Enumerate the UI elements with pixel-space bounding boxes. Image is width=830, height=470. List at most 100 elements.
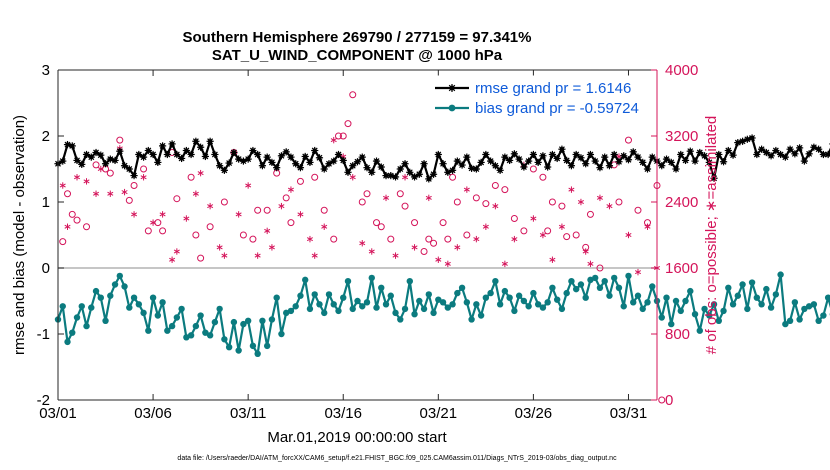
bias-point-19 bbox=[145, 327, 152, 334]
rmse-point-130 bbox=[672, 165, 680, 173]
rmse-point-18 bbox=[139, 153, 148, 161]
rmse-point-136 bbox=[700, 152, 709, 160]
bias-point-57 bbox=[325, 291, 333, 298]
rmse-point-27 bbox=[182, 146, 190, 155]
rmse-point-150 bbox=[767, 152, 775, 160]
obs-assimilated-point-17 bbox=[197, 169, 204, 177]
bias-point-26 bbox=[178, 305, 185, 313]
rmse-point-145 bbox=[743, 135, 751, 143]
bias-point-31 bbox=[202, 329, 209, 336]
y-axis-label: rmse and bias (model - observation) bbox=[11, 115, 28, 355]
rmse-point-40 bbox=[244, 155, 252, 163]
rmse-point-32 bbox=[206, 137, 214, 145]
rmse-point-81 bbox=[439, 160, 447, 168]
rmse-point-138 bbox=[710, 174, 718, 182]
obs-assimilated-point-42 bbox=[435, 256, 442, 263]
rmse-point-161 bbox=[819, 150, 827, 159]
legend-marker-1 bbox=[448, 104, 456, 112]
bias-point-59 bbox=[335, 307, 342, 315]
obs-possible-point-43 bbox=[396, 190, 404, 198]
y2-tick-label-1: 800 bbox=[665, 326, 690, 343]
obs-assimilated-point-41 bbox=[425, 194, 432, 202]
bias-point-21 bbox=[154, 312, 162, 319]
rmse-point-15 bbox=[125, 165, 133, 173]
obs-possible-point-64 bbox=[558, 202, 566, 210]
obs-assimilated-point-28 bbox=[297, 211, 304, 218]
obs-assimilated-point-27 bbox=[287, 186, 294, 193]
bias-point-162 bbox=[824, 294, 830, 301]
rmse-point-4 bbox=[73, 156, 81, 165]
rmse-point-51 bbox=[296, 164, 305, 172]
rmse-point-88 bbox=[472, 165, 480, 173]
x-tick-label-1: 03/06 bbox=[134, 405, 172, 422]
y-tick-label-5: 3 bbox=[42, 62, 50, 79]
bias-point-53 bbox=[306, 305, 314, 313]
obs-assimilated-point-25 bbox=[268, 244, 275, 251]
bias-point-66 bbox=[368, 274, 375, 282]
bias-point-33 bbox=[211, 318, 219, 326]
rmse-point-16 bbox=[130, 172, 138, 180]
obs-possible-point-54 bbox=[472, 194, 480, 202]
rmse-point-39 bbox=[239, 157, 248, 165]
rmse-point-11 bbox=[106, 155, 114, 163]
obs-possible-point-16 bbox=[173, 195, 181, 203]
rmse-point-68 bbox=[377, 163, 385, 171]
rmse-point-129 bbox=[667, 158, 675, 166]
rmse-point-93 bbox=[496, 166, 504, 174]
rmse-point-67 bbox=[372, 157, 381, 165]
obs-possible-point-32 bbox=[320, 206, 328, 214]
bias-point-110 bbox=[577, 281, 585, 288]
rmse-point-135 bbox=[696, 148, 704, 157]
rmse-point-52 bbox=[301, 152, 309, 161]
bias-point-61 bbox=[344, 278, 352, 285]
bias-point-67 bbox=[373, 304, 380, 311]
rmse-point-140 bbox=[719, 158, 728, 166]
bias-point-147 bbox=[753, 294, 761, 301]
obs-assimilated-point-12 bbox=[159, 211, 166, 218]
bias-point-69 bbox=[382, 301, 390, 308]
legend-box bbox=[432, 75, 656, 119]
rmse-point-13 bbox=[116, 147, 124, 155]
obs-assimilated-point-16 bbox=[192, 190, 199, 197]
obs-assimilated-point-58 bbox=[582, 248, 589, 255]
obs-assimilated-point-39 bbox=[402, 174, 409, 181]
rmse-point-77 bbox=[420, 160, 428, 168]
rmse-point-157 bbox=[800, 157, 808, 165]
bias-point-50 bbox=[292, 303, 299, 310]
rmse-point-23 bbox=[163, 150, 171, 159]
bias-point-18 bbox=[140, 309, 147, 317]
bias-point-154 bbox=[786, 317, 794, 324]
bias-point-71 bbox=[392, 309, 399, 317]
obs-assimilated-point-50 bbox=[511, 235, 518, 243]
obs-assimilated-point-61 bbox=[606, 202, 613, 210]
bias-point-62 bbox=[349, 305, 356, 313]
obs-assimilated-point-49 bbox=[501, 260, 508, 268]
bias-point-13 bbox=[116, 272, 124, 280]
bias-point-82 bbox=[444, 304, 452, 311]
rmse-point-100 bbox=[529, 150, 537, 159]
bias-point-24 bbox=[168, 322, 176, 330]
bias-point-132 bbox=[682, 297, 689, 305]
obs-possible-point-10 bbox=[130, 182, 138, 189]
bias-point-95 bbox=[506, 294, 513, 301]
rmse-point-124 bbox=[643, 165, 652, 173]
obs-possible-point-38 bbox=[358, 198, 366, 206]
rmse-point-83 bbox=[448, 166, 457, 174]
bias-point-36 bbox=[225, 344, 233, 351]
bias-point-2 bbox=[64, 338, 71, 346]
bias-point-117 bbox=[611, 274, 618, 282]
bias-point-121 bbox=[630, 299, 637, 306]
rmse-point-90 bbox=[482, 150, 490, 159]
obs-assimilated-point-43 bbox=[444, 260, 451, 268]
bias-point-5 bbox=[78, 303, 85, 310]
obs-possible-point-73 bbox=[634, 206, 642, 214]
chart-subtitle: SAT_U_WIND_COMPONENT @ 1000 hPa bbox=[212, 47, 503, 64]
rmse-point-128 bbox=[662, 155, 671, 163]
bias-point-143 bbox=[734, 292, 742, 299]
bias-point-38 bbox=[235, 347, 242, 354]
rmse-point-109 bbox=[572, 150, 580, 159]
bias-point-98 bbox=[520, 297, 528, 305]
bias-point-10 bbox=[102, 317, 109, 324]
obs-assimilated-point-10 bbox=[140, 174, 147, 181]
